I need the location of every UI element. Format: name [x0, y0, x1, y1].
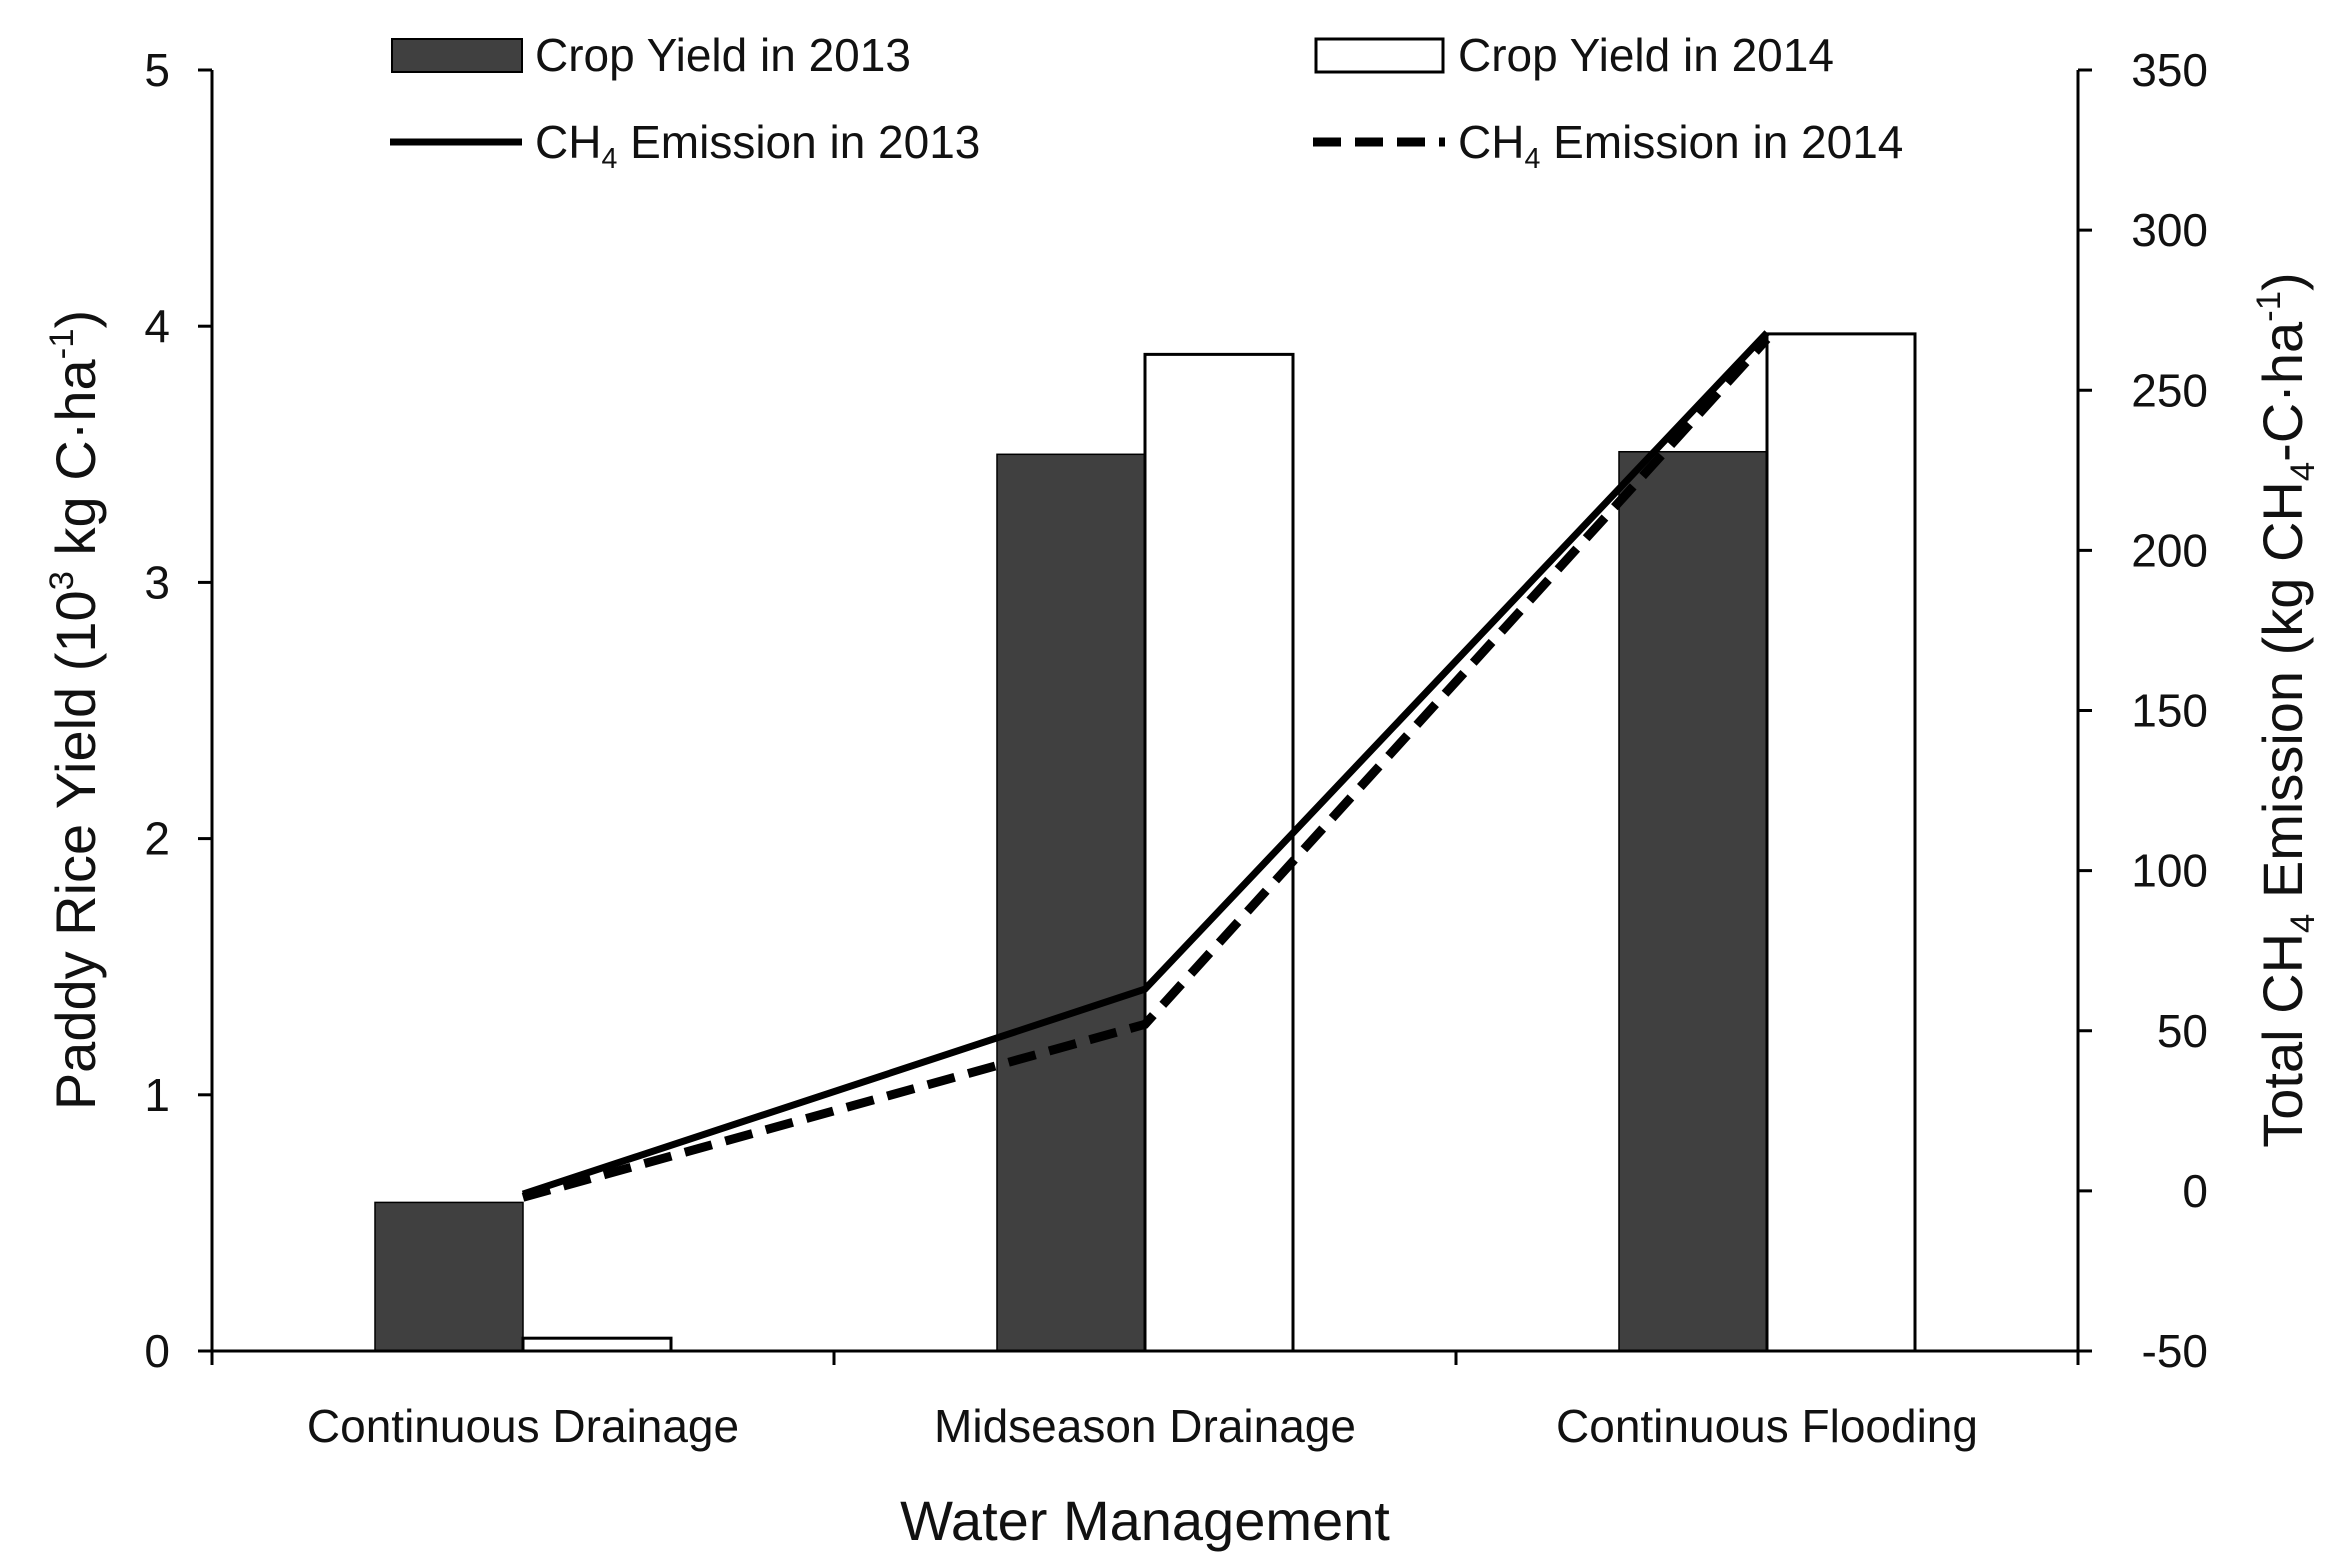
legend-label: CH4 Emission in 2013 — [535, 116, 980, 175]
right-tick-label: 50 — [2157, 1005, 2208, 1057]
right-tick-label: -50 — [2142, 1325, 2208, 1377]
legend-item: Crop Yield in 2014 — [1314, 29, 1834, 81]
bar — [996, 453, 1146, 1352]
white-bar-swatch-icon — [1314, 37, 1445, 74]
right-tick-label: 0 — [2182, 1165, 2208, 1217]
ticks-layer: 0 1 2 3 4 5 -50 0 50 100 150 200 250 300 350 — [144, 44, 2208, 1377]
left-y-axis-title: Paddy Rice Yield (103 kg C·ha-1) — [43, 310, 107, 1110]
ch4-2014-line — [521, 335, 1771, 1202]
legend-label: Crop Yield in 2014 — [1458, 29, 1834, 81]
category-label: Continuous Flooding — [1556, 1400, 1978, 1452]
legend-item: CH4 Emission in 2014 — [1313, 116, 1903, 175]
right-tick-label: 250 — [2131, 364, 2208, 416]
bar — [374, 1201, 524, 1352]
left-tick-label: 2 — [144, 813, 170, 865]
left-tick-label: 0 — [144, 1325, 170, 1377]
category-label: Midseason Drainage — [934, 1400, 1356, 1452]
left-tick-label: 5 — [144, 44, 170, 96]
legend-item: Crop Yield in 2013 — [391, 29, 911, 81]
bar — [1765, 332, 1917, 1353]
bars-layer — [374, 332, 1917, 1353]
right-tick-label: 200 — [2131, 524, 2208, 576]
right-tick-label: 300 — [2131, 204, 2208, 256]
right-tick-label: 100 — [2131, 845, 2208, 897]
right-tick-label: 150 — [2131, 685, 2208, 737]
bar — [1618, 450, 1768, 1352]
legend-label: CH4 Emission in 2014 — [1458, 116, 1903, 175]
right-tick-label: 350 — [2131, 44, 2208, 96]
lines-layer — [521, 330, 1771, 1202]
right-y-axis-title: Total CH4 Emission (kg CH4-C·ha-1) — [2250, 272, 2322, 1147]
dark-bar-swatch-icon — [391, 38, 523, 73]
category-label: Continuous Drainage — [307, 1400, 739, 1452]
left-tick-label: 3 — [144, 556, 170, 608]
ch4-2013-line — [521, 330, 1770, 1198]
bar — [1143, 352, 1295, 1353]
legend-item: CH4 Emission in 2013 — [390, 116, 980, 175]
x-axis-title: Water Management — [900, 1489, 1390, 1552]
legend-label: Crop Yield in 2013 — [535, 29, 911, 81]
bar — [521, 1336, 673, 1353]
left-tick-label: 1 — [144, 1069, 170, 1121]
left-tick-label: 4 — [144, 300, 170, 352]
legend: Crop Yield in 2013 Crop Yield in 2014 CH… — [390, 29, 1903, 175]
